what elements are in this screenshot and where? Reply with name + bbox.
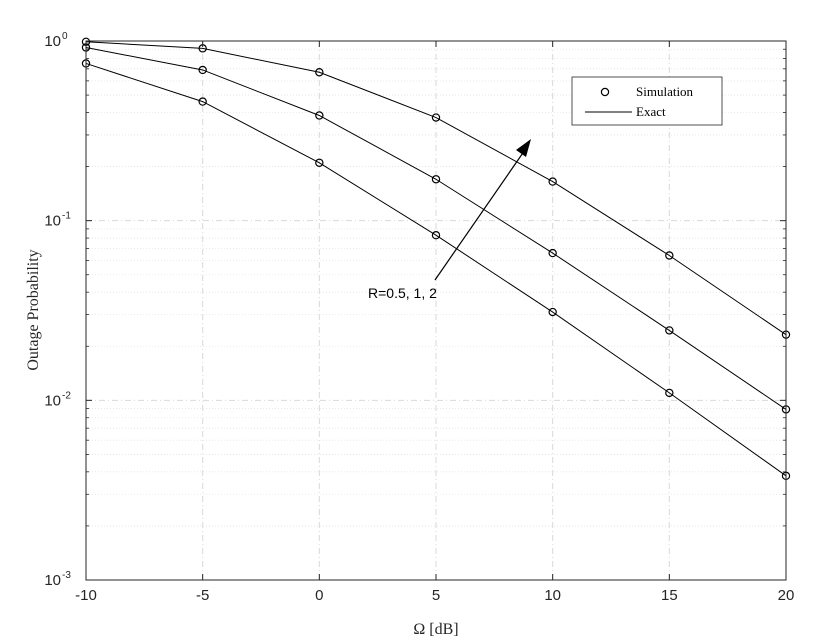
grid-lines <box>86 41 786 580</box>
x-tick-label: -10 <box>75 587 97 604</box>
series-line-2 <box>85 47 787 410</box>
annotation-arrow-shaft <box>434 146 528 281</box>
series-1-marker <box>431 231 441 240</box>
series-1-marker <box>548 307 557 317</box>
series-1-marker <box>198 97 207 106</box>
y-tick-label: 10 <box>44 392 61 409</box>
series-1-marker <box>315 158 324 167</box>
series-2-marker <box>198 65 207 75</box>
data-series <box>81 37 791 481</box>
x-tick-label: 20 <box>778 587 795 604</box>
x-tick-label: -5 <box>196 587 209 604</box>
x-tick-label: 0 <box>315 587 323 604</box>
series-2-marker <box>315 111 324 120</box>
series-2-marker <box>665 326 674 335</box>
legend-exact-label: Exact <box>636 104 666 119</box>
x-tick-label: 15 <box>661 587 678 604</box>
x-tick-label: 10 <box>544 587 561 604</box>
legend-simulation-marker <box>600 87 610 97</box>
x-axis-label: Ω [dB] <box>413 621 458 638</box>
series-2-marker <box>548 248 557 258</box>
legend-box <box>571 76 723 126</box>
series-1-marker <box>665 388 674 398</box>
series-3-marker <box>665 251 674 260</box>
series-3-marker <box>315 68 324 77</box>
y-tick-exponent: 0 <box>62 31 68 42</box>
series-line-1 <box>85 62 787 477</box>
x-tick-label: 5 <box>432 587 440 604</box>
y-tick-label: 10 <box>44 33 61 50</box>
series-3-marker <box>548 177 557 186</box>
legend: Simulation Exact <box>571 76 723 126</box>
annotation: R=0.5, 1, 2 <box>368 139 531 301</box>
series-line-3 <box>85 41 787 336</box>
annotation-label: R=0.5, 1, 2 <box>368 285 437 301</box>
legend-simulation-label: Simulation <box>636 84 694 99</box>
annotation-arrowhead <box>516 139 531 157</box>
y-axis-label: Outage Probability <box>25 249 42 370</box>
y-tick-exponent: -2 <box>62 390 71 401</box>
y-tick-label: 10 <box>44 213 61 230</box>
y-tick-label: 10 <box>44 572 61 589</box>
series-2-marker <box>431 175 441 184</box>
series-3-marker <box>431 113 441 122</box>
y-tick-exponent: -1 <box>62 211 71 222</box>
y-tick-exponent: -3 <box>62 570 71 581</box>
